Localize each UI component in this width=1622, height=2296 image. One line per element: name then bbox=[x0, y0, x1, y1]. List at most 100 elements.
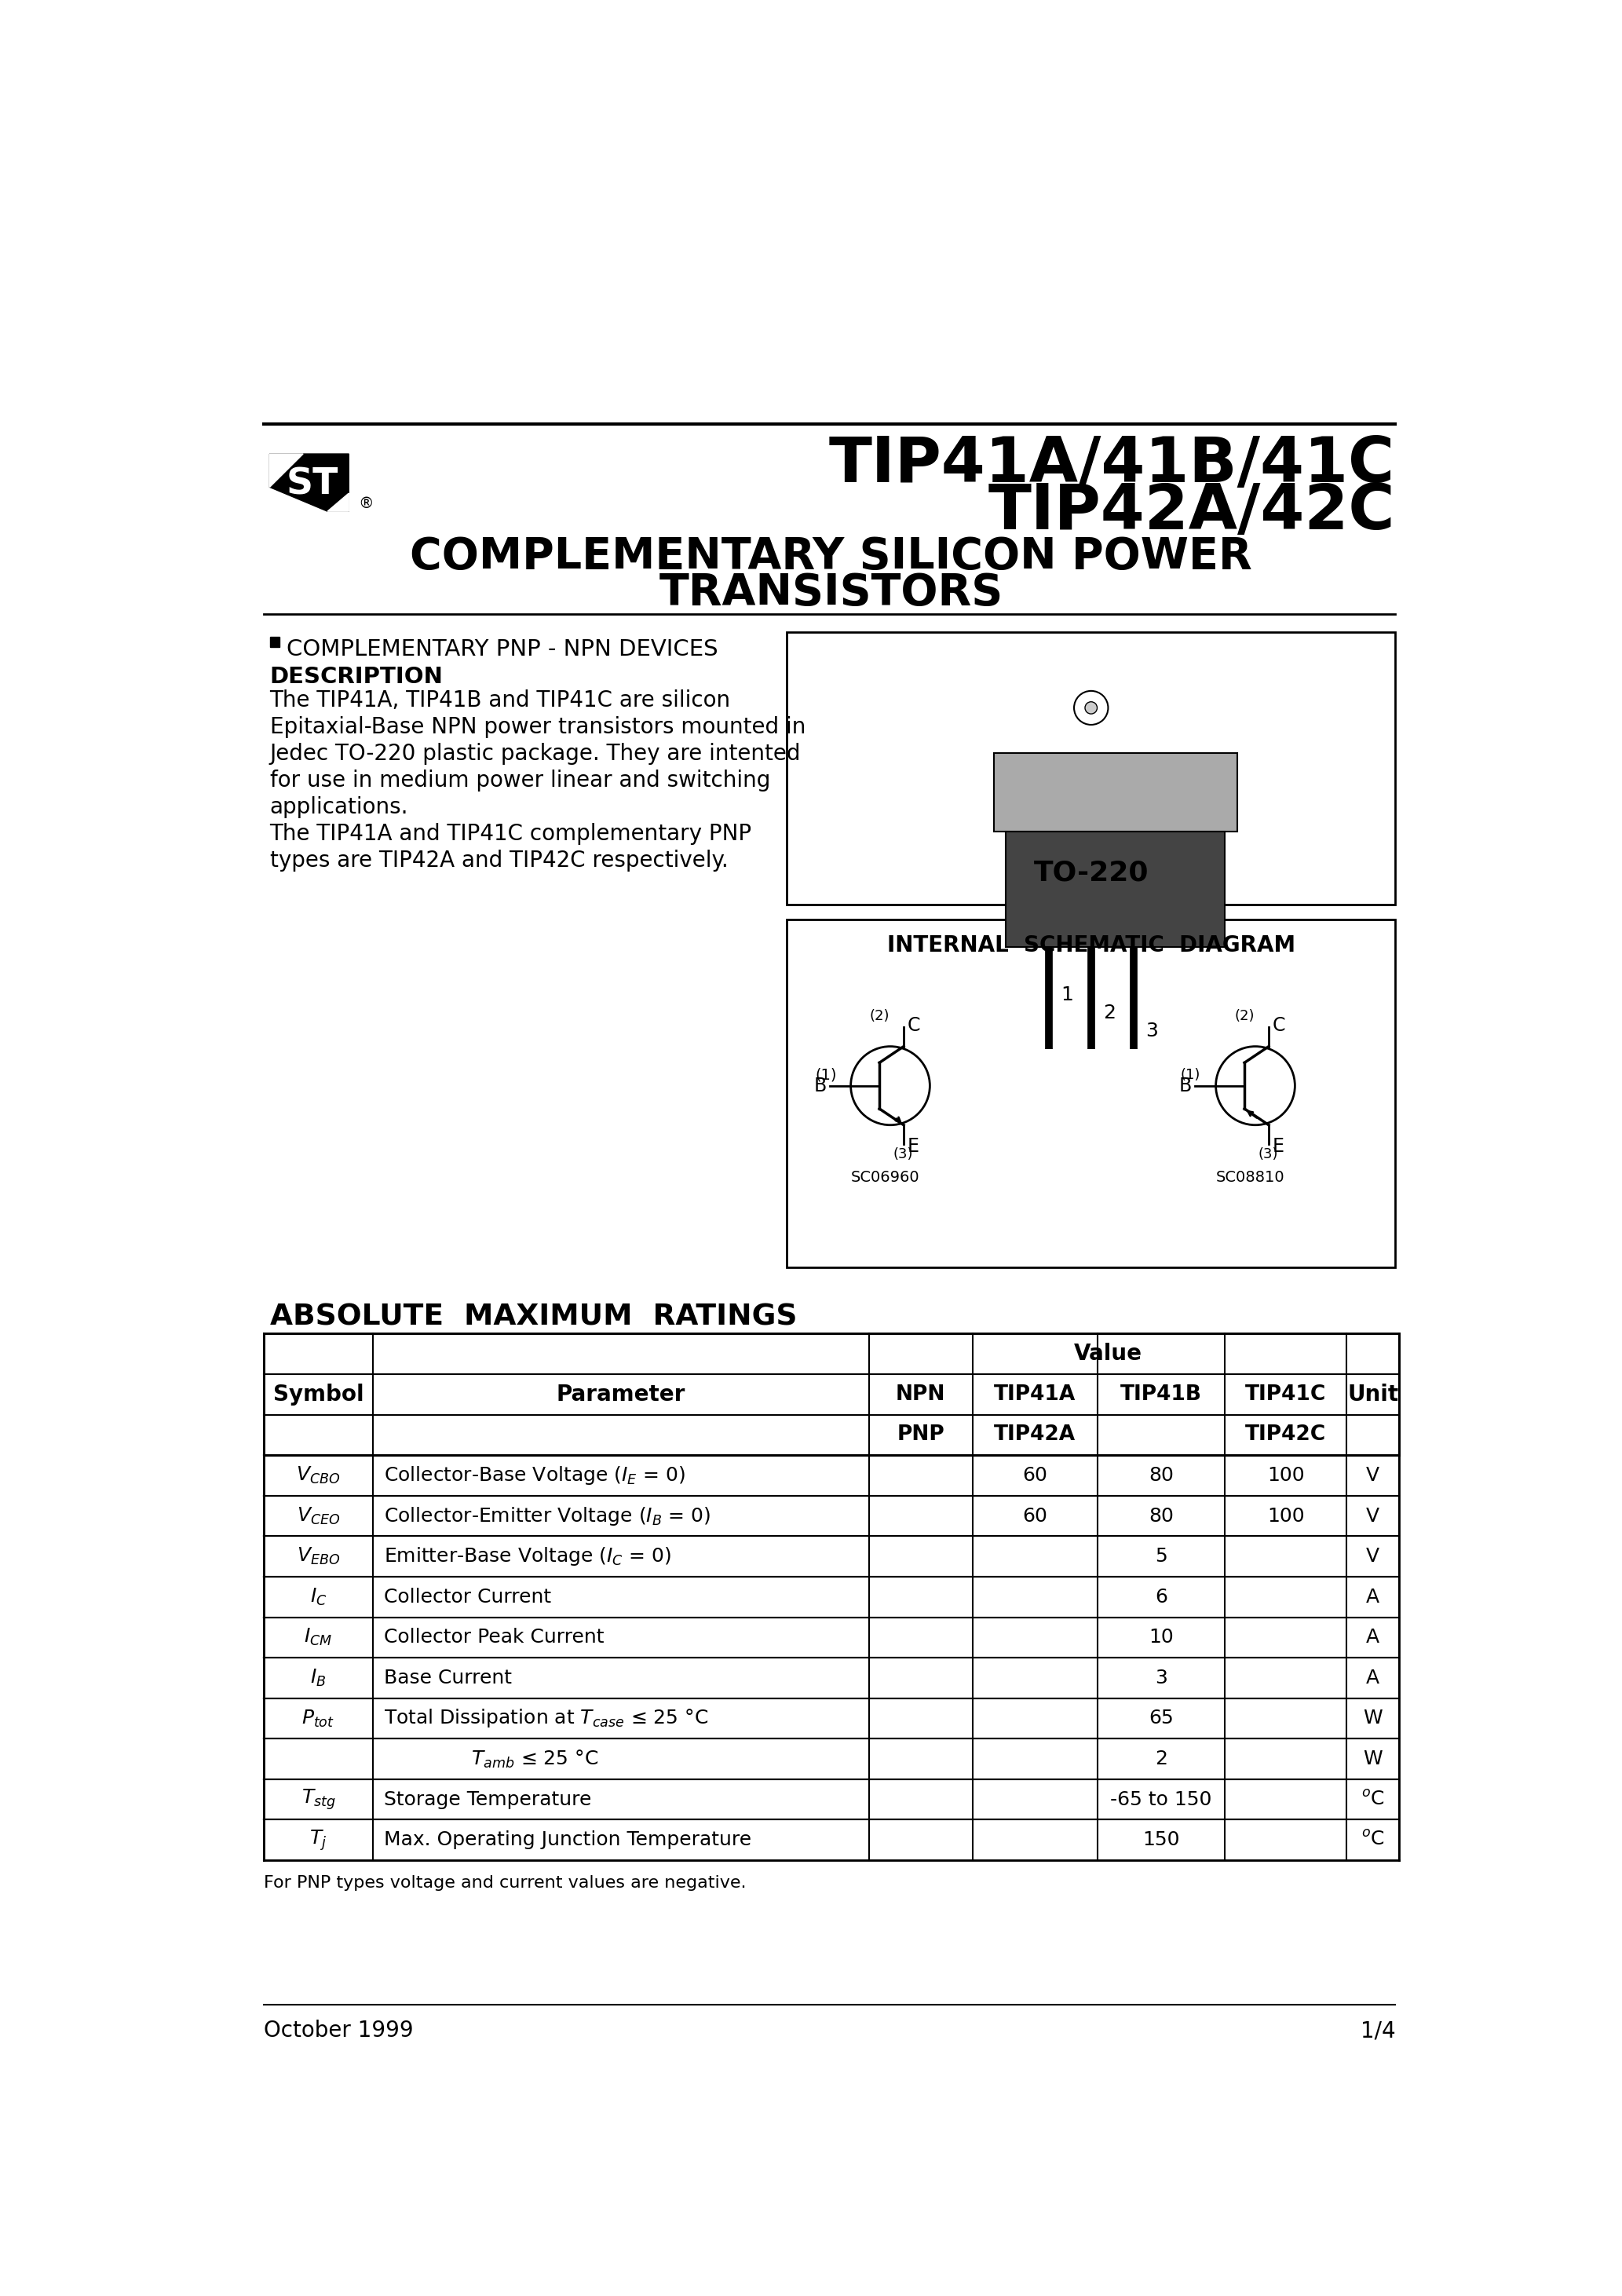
Text: $T_j$: $T_j$ bbox=[310, 1828, 328, 1853]
Text: Jedec TO-220 plastic package. They are intented: Jedec TO-220 plastic package. They are i… bbox=[269, 744, 801, 765]
Text: The TIP41A, TIP41B and TIP41C are silicon: The TIP41A, TIP41B and TIP41C are silico… bbox=[269, 689, 730, 712]
Text: October 1999: October 1999 bbox=[264, 2020, 414, 2041]
Text: 60: 60 bbox=[1022, 1506, 1048, 1525]
Text: E: E bbox=[1272, 1137, 1285, 1155]
Text: For PNP types voltage and current values are negative.: For PNP types voltage and current values… bbox=[264, 1876, 746, 1892]
Text: 10: 10 bbox=[1148, 1628, 1173, 1646]
Text: Max. Operating Junction Temperature: Max. Operating Junction Temperature bbox=[384, 1830, 751, 1848]
Text: 80: 80 bbox=[1148, 1465, 1174, 1486]
Text: V: V bbox=[1366, 1506, 1380, 1525]
Circle shape bbox=[1216, 1047, 1294, 1125]
Text: (2): (2) bbox=[869, 1010, 889, 1024]
Text: TIP42A: TIP42A bbox=[994, 1426, 1075, 1444]
Text: Collector-Emitter Voltage ($I_B$ = 0): Collector-Emitter Voltage ($I_B$ = 0) bbox=[384, 1504, 710, 1527]
Text: Base Current: Base Current bbox=[384, 1669, 513, 1688]
Text: Emitter-Base Voltage ($I_C$ = 0): Emitter-Base Voltage ($I_C$ = 0) bbox=[384, 1545, 672, 1568]
Bar bbox=[1006, 831, 1225, 946]
Text: Symbol: Symbol bbox=[272, 1384, 363, 1405]
Text: NPN: NPN bbox=[895, 1384, 946, 1405]
Text: B: B bbox=[1179, 1077, 1192, 1095]
Text: 150: 150 bbox=[1142, 1830, 1179, 1848]
Text: C: C bbox=[907, 1015, 920, 1035]
Text: A: A bbox=[1366, 1587, 1380, 1607]
Text: Collector Peak Current: Collector Peak Current bbox=[384, 1628, 605, 1646]
Text: The TIP41A and TIP41C complementary PNP: The TIP41A and TIP41C complementary PNP bbox=[269, 822, 753, 845]
Text: E: E bbox=[907, 1137, 920, 1155]
Bar bbox=[787, 631, 1395, 905]
Text: SC08810: SC08810 bbox=[1216, 1171, 1285, 1185]
Text: SC06960: SC06960 bbox=[852, 1171, 920, 1185]
Text: ABSOLUTE  MAXIMUM  RATINGS: ABSOLUTE MAXIMUM RATINGS bbox=[269, 1304, 796, 1332]
Text: 3: 3 bbox=[1145, 1022, 1158, 1040]
Text: Value: Value bbox=[1074, 1343, 1142, 1364]
Text: ®: ® bbox=[358, 496, 373, 512]
Text: TO-220: TO-220 bbox=[1033, 859, 1148, 886]
Text: (1): (1) bbox=[816, 1068, 837, 1081]
Text: types are TIP42A and TIP42C respectively.: types are TIP42A and TIP42C respectively… bbox=[269, 850, 728, 870]
Text: TIP42A/42C: TIP42A/42C bbox=[988, 482, 1395, 542]
Text: 6: 6 bbox=[1155, 1587, 1168, 1607]
Text: A: A bbox=[1366, 1628, 1380, 1646]
Text: $I_B$: $I_B$ bbox=[310, 1667, 326, 1688]
Bar bbox=[269, 636, 279, 647]
Text: Unit: Unit bbox=[1348, 1384, 1398, 1405]
Text: 60: 60 bbox=[1022, 1465, 1048, 1486]
Text: $T_{stg}$: $T_{stg}$ bbox=[302, 1786, 336, 1812]
Text: -65 to 150: -65 to 150 bbox=[1111, 1791, 1212, 1809]
Text: (3): (3) bbox=[894, 1148, 913, 1162]
Text: $^o$C: $^o$C bbox=[1361, 1791, 1385, 1809]
Text: $P_{tot}$: $P_{tot}$ bbox=[302, 1708, 334, 1729]
Text: applications.: applications. bbox=[269, 797, 409, 817]
Text: COMPLEMENTARY PNP - NPN DEVICES: COMPLEMENTARY PNP - NPN DEVICES bbox=[287, 638, 719, 661]
Text: $V_{CBO}$: $V_{CBO}$ bbox=[297, 1465, 341, 1486]
Text: 80: 80 bbox=[1148, 1506, 1174, 1525]
Text: (2): (2) bbox=[1234, 1010, 1254, 1024]
Text: B: B bbox=[814, 1077, 826, 1095]
Circle shape bbox=[1085, 703, 1096, 714]
Text: 2: 2 bbox=[1103, 1003, 1116, 1022]
Text: 1: 1 bbox=[1061, 985, 1074, 1003]
Circle shape bbox=[1074, 691, 1108, 726]
Text: TIP41C: TIP41C bbox=[1246, 1384, 1327, 1405]
Text: $V_{EBO}$: $V_{EBO}$ bbox=[297, 1545, 341, 1566]
Text: PNP: PNP bbox=[897, 1426, 944, 1444]
Text: Epitaxial-Base NPN power transistors mounted in: Epitaxial-Base NPN power transistors mou… bbox=[269, 716, 806, 739]
Text: Total Dissipation at $T_{case}$ ≤ 25 °C: Total Dissipation at $T_{case}$ ≤ 25 °C bbox=[384, 1708, 709, 1729]
Text: DESCRIPTION: DESCRIPTION bbox=[269, 666, 443, 687]
Text: Storage Temperature: Storage Temperature bbox=[384, 1791, 592, 1809]
Text: 5: 5 bbox=[1155, 1548, 1168, 1566]
Text: TIP41B: TIP41B bbox=[1121, 1384, 1202, 1405]
Text: INTERNAL  SCHEMATIC  DIAGRAM: INTERNAL SCHEMATIC DIAGRAM bbox=[887, 934, 1296, 957]
Text: COMPLEMENTARY SILICON POWER: COMPLEMENTARY SILICON POWER bbox=[410, 535, 1252, 579]
Text: (1): (1) bbox=[1181, 1068, 1200, 1081]
Text: TIP42C: TIP42C bbox=[1246, 1426, 1327, 1444]
Text: 100: 100 bbox=[1267, 1506, 1304, 1525]
Text: A: A bbox=[1366, 1669, 1380, 1688]
Bar bbox=[994, 753, 1238, 831]
Text: TRANSISTORS: TRANSISTORS bbox=[659, 572, 1004, 615]
Text: V: V bbox=[1366, 1548, 1380, 1566]
Polygon shape bbox=[328, 494, 349, 512]
Text: $^o$C: $^o$C bbox=[1361, 1830, 1385, 1848]
Text: $I_{CM}$: $I_{CM}$ bbox=[305, 1628, 333, 1649]
Text: 100: 100 bbox=[1267, 1465, 1304, 1486]
Text: 2: 2 bbox=[1155, 1750, 1168, 1768]
Text: 3: 3 bbox=[1155, 1669, 1168, 1688]
Text: $I_C$: $I_C$ bbox=[310, 1587, 326, 1607]
Text: TIP41A: TIP41A bbox=[994, 1384, 1075, 1405]
Text: W: W bbox=[1362, 1750, 1382, 1768]
Polygon shape bbox=[269, 455, 303, 487]
Text: $V_{CEO}$: $V_{CEO}$ bbox=[297, 1506, 341, 1527]
Text: 65: 65 bbox=[1148, 1708, 1173, 1729]
Text: ST: ST bbox=[285, 466, 339, 503]
Polygon shape bbox=[269, 455, 349, 512]
Text: for use in medium power linear and switching: for use in medium power linear and switc… bbox=[269, 769, 770, 792]
Bar bbox=[787, 918, 1395, 1267]
Text: (3): (3) bbox=[1259, 1148, 1278, 1162]
Text: C: C bbox=[1272, 1015, 1285, 1035]
Text: Collector Current: Collector Current bbox=[384, 1587, 551, 1607]
Text: Parameter: Parameter bbox=[556, 1384, 686, 1405]
Text: TIP41A/41B/41C: TIP41A/41B/41C bbox=[829, 434, 1395, 496]
Text: W: W bbox=[1362, 1708, 1382, 1729]
Circle shape bbox=[852, 1047, 929, 1125]
